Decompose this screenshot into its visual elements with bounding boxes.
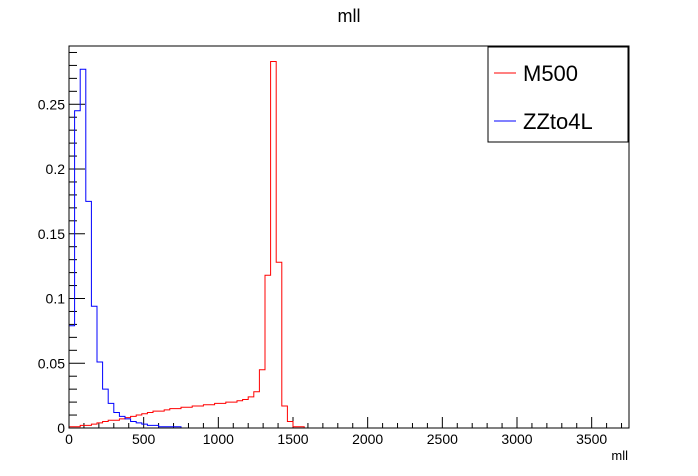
legend-box [487,46,629,143]
x-tick-label: 500 [132,431,156,447]
x-tick-label: 0 [65,431,73,447]
legend: M500 ZZto4L [487,46,629,143]
series-m500-line [68,61,305,428]
y-tick-label: 0.25 [38,96,65,112]
x-tick-label: 2500 [427,431,458,447]
x-tick-label: 1000 [203,431,234,447]
legend-entry-zzto4l: ZZto4L [523,109,593,134]
y-tick-label: 0.1 [46,291,66,307]
y-tick-label: 0.05 [38,355,65,371]
series-zzto4l-line [68,68,182,428]
tick-labels: 0 500 1000 1500 2000 2500 3000 3500 0 0.05 0.1 0.15… [38,96,608,447]
chart-title: mll [338,6,361,26]
y-tick-label: 0.2 [46,161,66,177]
x-axis-title: mll [611,448,628,463]
x-tick-label: 3500 [576,431,607,447]
x-tick-label: 3000 [501,431,532,447]
y-tick-label: 0.15 [38,226,65,242]
plot-frame [68,45,630,429]
y-tick-label: 0 [57,420,65,436]
legend-entry-m500: M500 [523,61,578,86]
x-tick-label: 1500 [277,431,308,447]
x-tick-label: 2000 [352,431,383,447]
series-layer [68,61,305,428]
